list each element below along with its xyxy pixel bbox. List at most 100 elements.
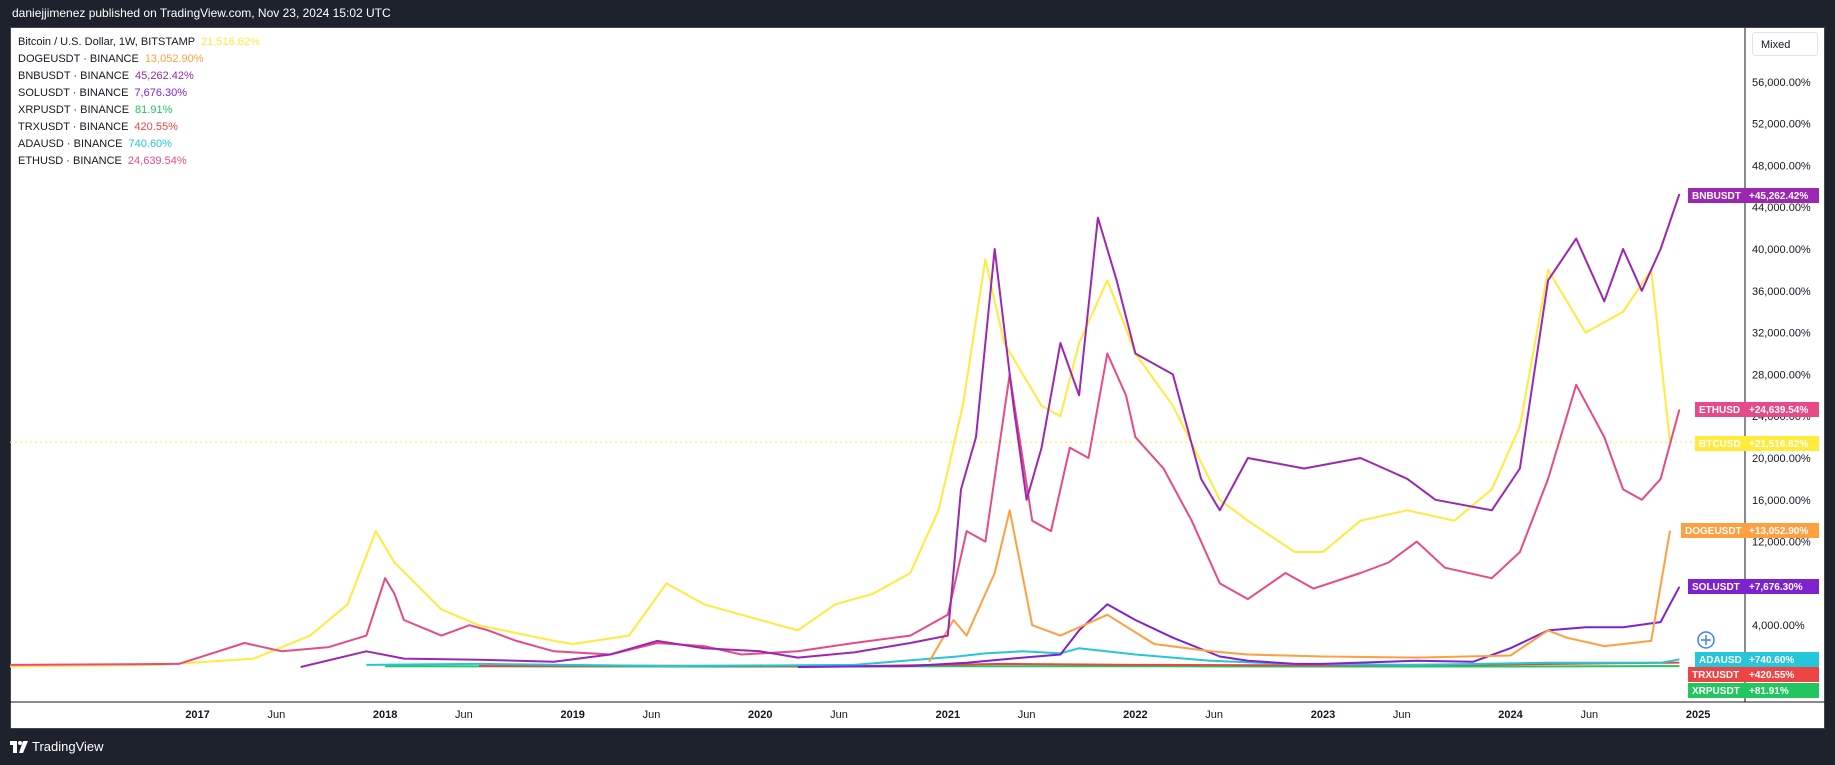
scale-mode-button[interactable]: Mixed (1752, 32, 1818, 56)
series-line-adausd (366, 647, 1680, 667)
x-tick-label: Jun (1580, 709, 1598, 721)
x-tick-label: 2018 (373, 709, 397, 721)
series-tag-label: ETHUSD (1699, 405, 1740, 416)
x-tick-label: Jun (830, 709, 848, 721)
x-tick-label: Jun (1393, 709, 1411, 721)
x-tick-label: 2022 (1123, 709, 1147, 721)
series-tag-label: TRXUSDT (1692, 670, 1739, 681)
series-line-btcusd (9, 258, 1671, 668)
x-tick-label: 2020 (748, 709, 772, 721)
x-tick-label: 2021 (936, 709, 960, 721)
add-symbol-icon[interactable] (1697, 631, 1715, 649)
y-tick-label: 12,000.00% (1752, 537, 1811, 549)
series-line-ethusd (9, 352, 1681, 666)
legend-series-name: TRXUSDT · BINANCE (18, 121, 129, 133)
series-value-box (1745, 652, 1819, 667)
series-tag-box (1695, 402, 1745, 417)
series-tag-label: ADAUSD (1699, 655, 1742, 666)
series-tag-box (1695, 436, 1745, 451)
plus-icon (1701, 635, 1711, 645)
x-tick-label: 2025 (1686, 709, 1710, 721)
legend-series-value: 740.60% (128, 138, 172, 150)
x-tick-label: Jun (455, 709, 473, 721)
x-tick-label: Jun (267, 709, 285, 721)
legend-series-value: 7,676.30% (134, 87, 188, 99)
legend-item[interactable]: TRXUSDT · BINANCE 420.55% (18, 119, 260, 136)
scale-mode-label: Mixed (1761, 39, 1791, 51)
series-value-label: +420.55% (1749, 670, 1794, 681)
series-value-box (1745, 683, 1819, 698)
series-value-label: +740.60% (1749, 655, 1794, 666)
series-value-box (1745, 523, 1819, 538)
series-value-label: +24,639.54% (1749, 405, 1808, 416)
legend-series-value: 45,262.42% (135, 70, 194, 82)
chart-frame (10, 27, 1825, 729)
series-tag-box (1688, 579, 1745, 594)
series-value-label: +7,676.30% (1749, 582, 1803, 593)
legend-series-name: BNBUSDT · BINANCE (18, 70, 130, 82)
series-tag-box (1695, 652, 1745, 667)
x-tick-label: 2019 (560, 709, 584, 721)
y-tick-label: 36,000.00% (1752, 286, 1811, 298)
y-tick-label: 44,000.00% (1752, 202, 1811, 214)
legend-series-value: 420.55% (134, 121, 178, 133)
y-tick-label: 56,000.00% (1752, 77, 1811, 89)
x-tick-label: 2024 (1498, 709, 1523, 721)
legend-item[interactable]: ETHUSD · BINANCE 24,639.54% (18, 153, 260, 170)
series-value-label: +81.91% (1749, 686, 1789, 697)
tradingview-icon (10, 740, 28, 753)
publish-bar: daniejjimenez published on TradingView.c… (0, 0, 1835, 27)
series-value-box (1745, 188, 1819, 203)
x-tick-label: 2017 (185, 709, 209, 721)
legend-series-name: SOLUSDT · BINANCE (18, 87, 129, 99)
legend-series-name: DOGEUSDT · BINANCE (18, 53, 139, 65)
legend-item[interactable]: Bitcoin / U.S. Dollar, 1W, BITSTAMP 21,51… (18, 34, 260, 51)
legend-series-name: XRPUSDT · BINANCE (18, 104, 130, 116)
legend-series-value: 21,516.62% (201, 36, 260, 48)
legend-series-name: ETHUSD · BINANCE (18, 155, 122, 167)
legend-series-value: 81.91% (135, 104, 173, 116)
legend-series-name: Bitcoin / U.S. Dollar, 1W, BITSTAMP (18, 36, 196, 48)
series-tag-label: SOLUSDT (1692, 582, 1740, 593)
series-line-dogeusdt (928, 509, 1671, 663)
series-value-label: +13,052.90% (1749, 526, 1808, 537)
y-tick-label: 4,000.00% (1752, 620, 1805, 632)
series-tag-label: DOGEUSDT (1685, 526, 1742, 537)
series-tag-label: BNBUSDT (1692, 191, 1741, 202)
series-tag-box (1688, 188, 1745, 203)
y-tick-label: 16,000.00% (1752, 495, 1811, 507)
legend-item[interactable]: XRPUSDT · BINANCE 81.91% (18, 102, 260, 119)
series-tag-label: XRPUSDT (1692, 686, 1740, 697)
brand-name: TradingView (32, 739, 104, 754)
series-value-label: +21,516.62% (1749, 439, 1808, 450)
y-tick-label: 40,000.00% (1752, 244, 1811, 256)
series-tag-label: BTCUSD (1699, 439, 1741, 450)
series-line-bnbusdt (300, 193, 1681, 668)
series-tag-box (1688, 683, 1745, 698)
series-line-solusdt (797, 586, 1681, 668)
legend-series-value: 24,639.54% (127, 155, 187, 167)
x-tick-label: Jun (1018, 709, 1036, 721)
x-tick-label: 2023 (1311, 709, 1335, 721)
tradingview-logo[interactable]: TradingView (10, 739, 104, 754)
legend-series-value: 13,052.90% (144, 53, 204, 65)
legend-item[interactable]: BNBUSDT · BINANCE 45,262.42% (18, 68, 260, 85)
legend-item[interactable]: DOGEUSDT · BINANCE 13,052.90% (18, 51, 260, 68)
series-tag-box (1681, 523, 1745, 538)
y-tick-label: 48,000.00% (1752, 160, 1811, 172)
series-value-box (1745, 579, 1819, 594)
legend-item[interactable]: SOLUSDT · BINANCE 7,676.30% (18, 85, 260, 102)
series-value-box (1745, 402, 1819, 417)
series-value-box (1745, 667, 1819, 682)
y-tick-label: 52,000.00% (1752, 119, 1811, 131)
series-value-box (1745, 436, 1819, 451)
legend-series-name: ADAUSD · BINANCE (18, 138, 123, 150)
series-tag-box (1688, 667, 1745, 682)
y-tick-label: 28,000.00% (1752, 369, 1811, 381)
chart-legend: Bitcoin / U.S. Dollar, 1W, BITSTAMP 21,51… (18, 34, 260, 170)
legend-item[interactable]: ADAUSD · BINANCE 740.60% (18, 136, 260, 153)
y-tick-label: 20,000.00% (1752, 453, 1811, 465)
x-tick-label: Jun (1205, 709, 1223, 721)
y-tick-label: 32,000.00% (1752, 328, 1811, 340)
